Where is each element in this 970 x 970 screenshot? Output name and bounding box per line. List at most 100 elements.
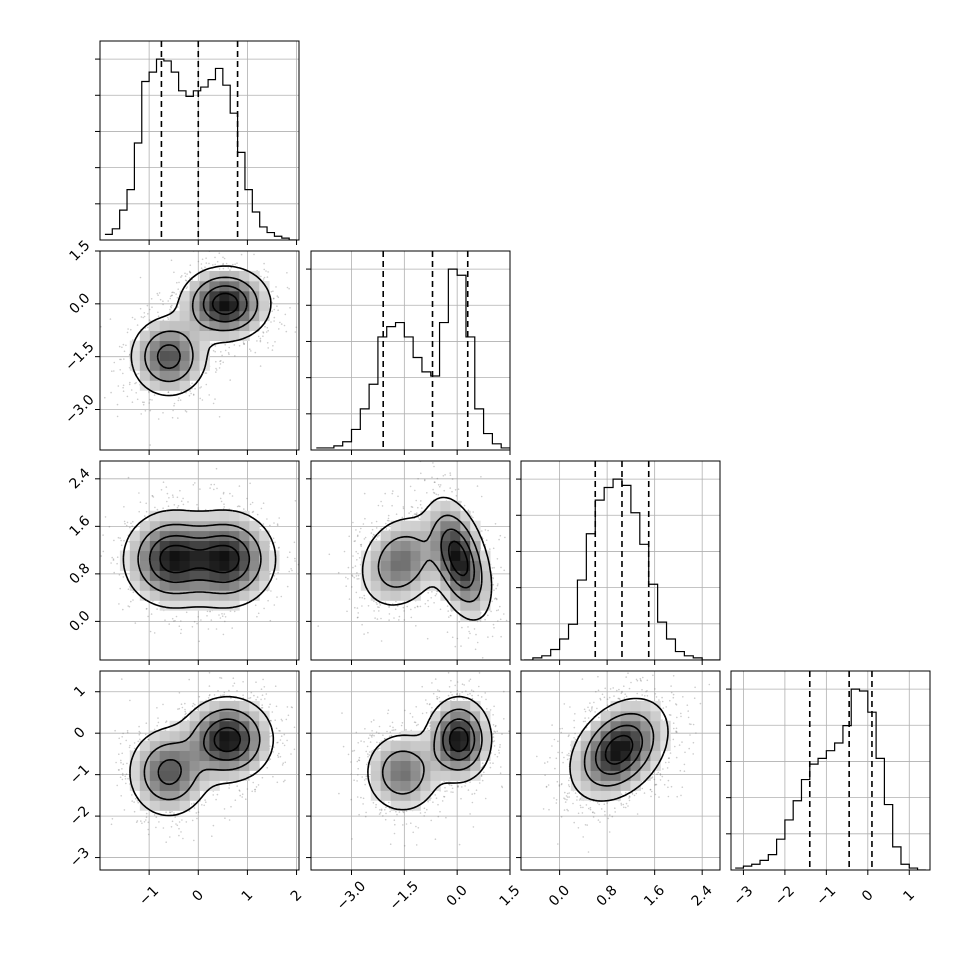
density-cell [199, 280, 210, 292]
scatter-point [122, 576, 125, 578]
density-cell [219, 550, 230, 561]
density-cell [460, 520, 471, 532]
density-cell [380, 590, 391, 601]
density-cell [139, 360, 151, 371]
scatter-point [449, 487, 452, 489]
scatter-point [221, 613, 223, 615]
scatter-point [149, 398, 151, 401]
scatter-point [439, 484, 442, 486]
scatter-point [149, 409, 152, 412]
scatter-point [157, 315, 160, 318]
scatter-point [356, 535, 359, 538]
scatter-point [275, 578, 278, 580]
scatter-point [109, 318, 112, 320]
scatter-point [263, 607, 265, 610]
density-cell [169, 350, 180, 361]
density-cell [239, 530, 250, 541]
scatter-point [177, 399, 180, 402]
density-cell [430, 540, 441, 551]
scatter-point [214, 398, 216, 400]
density-cell [199, 270, 210, 282]
density-cell [450, 580, 461, 591]
scatter-point [358, 557, 361, 559]
scatter-point [263, 268, 266, 271]
scatter-point [192, 393, 195, 396]
scatter-point [449, 474, 452, 477]
scatter-point [496, 598, 498, 601]
scatter-point [143, 312, 146, 314]
scatter-point [495, 609, 498, 612]
scatter-point [150, 613, 153, 615]
density-cell [219, 590, 230, 601]
density-cell [119, 550, 131, 561]
scatter-point [243, 343, 245, 345]
scatter-point [271, 310, 274, 313]
scatter-point [213, 488, 215, 491]
scatter-point [328, 553, 331, 556]
joint-panel [306, 460, 511, 665]
density-cell [209, 280, 220, 292]
scatter-point [442, 475, 445, 477]
scatter-point [157, 418, 160, 420]
scatter-point [362, 523, 365, 525]
scatter-point [150, 298, 153, 300]
scatter-point [139, 276, 142, 279]
density-cell [219, 270, 230, 282]
scatter-point [160, 489, 163, 491]
scatter-point [259, 340, 262, 343]
scatter-point [266, 276, 269, 278]
scatter-point [122, 608, 124, 611]
scatter-point [402, 507, 405, 510]
scatter-point [262, 278, 265, 280]
density-cell [129, 340, 141, 351]
scatter-point [118, 603, 120, 605]
scatter-point [197, 508, 200, 511]
scatter-point [295, 326, 298, 329]
density-cell [229, 300, 240, 312]
density-cell [159, 570, 171, 581]
density-cell [189, 510, 200, 522]
scatter-point [388, 606, 390, 608]
scatter-point [414, 489, 416, 492]
density-cell [189, 590, 200, 601]
scatter-point [200, 263, 203, 265]
density-cell [239, 550, 250, 561]
density-cell [460, 510, 471, 522]
scatter-point [270, 290, 273, 293]
density-cell [169, 550, 180, 561]
density-cell [139, 550, 151, 561]
scatter-point [494, 598, 496, 600]
scatter-point [269, 524, 271, 527]
density-cell [169, 510, 180, 522]
density-cell [400, 540, 411, 551]
scatter-point [359, 531, 361, 533]
density-cell [139, 570, 151, 581]
density-cell [139, 330, 151, 341]
scatter-point [363, 633, 365, 635]
scatter-point [286, 556, 289, 559]
scatter-point [131, 525, 133, 527]
scatter-point [173, 271, 175, 274]
density-cell [380, 580, 391, 591]
density-cell [219, 560, 230, 571]
scatter-point [487, 636, 489, 638]
scatter-point [371, 522, 373, 524]
scatter-point [120, 539, 122, 542]
scatter-point [469, 632, 471, 635]
grid [521, 461, 720, 660]
scatter-point [387, 514, 390, 517]
density-cell [380, 550, 391, 561]
density-cell [259, 560, 270, 571]
density-cell [259, 550, 270, 561]
scatter-point [351, 575, 354, 577]
scatter-point [357, 552, 359, 555]
scatter-point [179, 489, 181, 492]
density-cell [139, 530, 151, 541]
density-cell [380, 540, 391, 551]
scatter-point [359, 544, 362, 546]
density-cell [209, 330, 220, 341]
scatter-point [352, 555, 354, 557]
scatter-point [167, 505, 170, 508]
scatter-point [188, 394, 191, 397]
panel-frame [99, 40, 300, 241]
